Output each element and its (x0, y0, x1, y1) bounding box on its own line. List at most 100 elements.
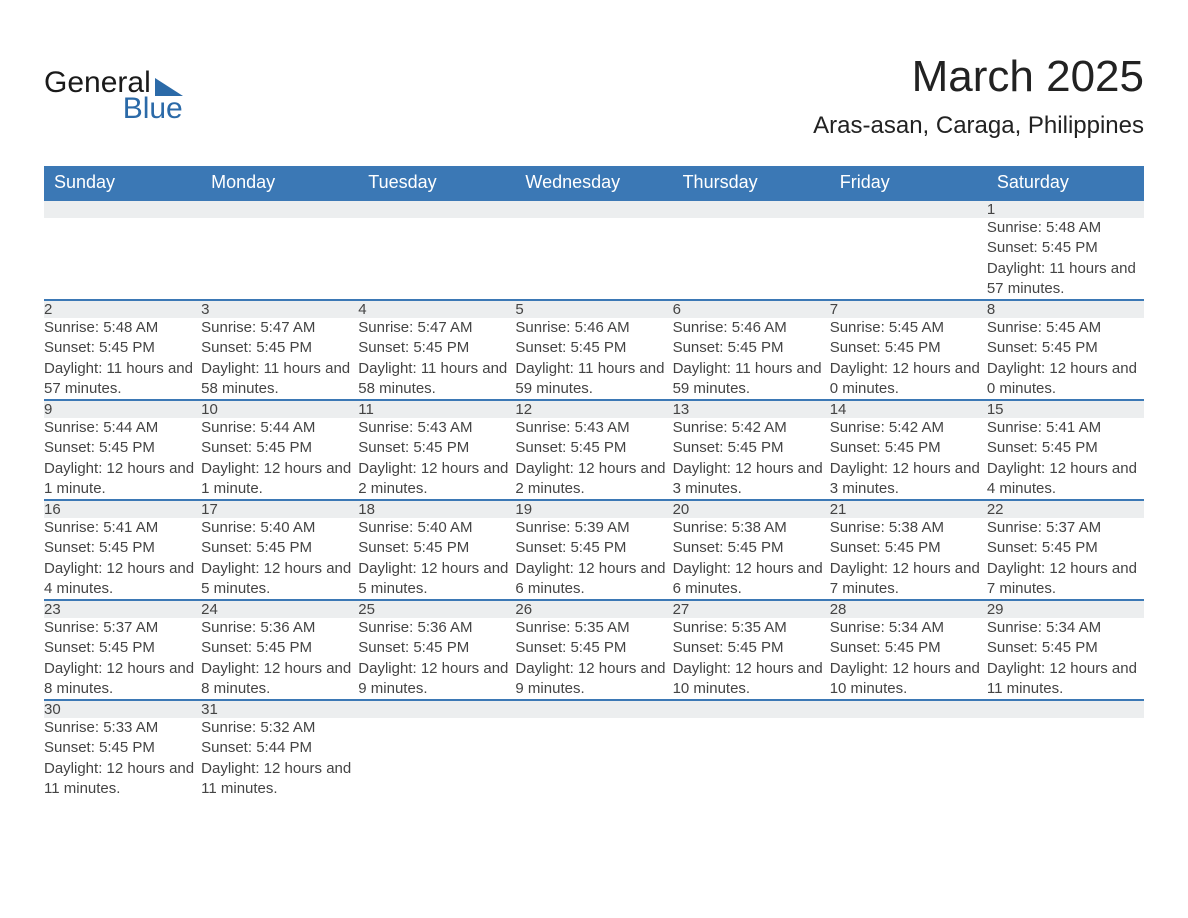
daylight-line-label: Daylight: (358, 460, 421, 477)
day-info-cell: Sunrise: 5:47 AMSunset: 5:45 PMDaylight:… (358, 318, 515, 400)
sunset-line: Sunset: 5:45 PM (673, 538, 830, 558)
sunrise-line: Sunrise: 5:43 AM (515, 418, 672, 438)
day-info-cell: Sunrise: 5:46 AMSunset: 5:45 PMDaylight:… (673, 318, 830, 400)
sunset-line-value: 5:45 PM (885, 339, 941, 356)
day-info-cell (987, 718, 1144, 799)
sunrise-line: Sunrise: 5:35 AM (673, 618, 830, 638)
sunrise-line-label: Sunrise: (201, 519, 260, 536)
sunset-line-label: Sunset: (358, 339, 413, 356)
daylight-line: Daylight: 12 hours and 11 minutes. (987, 659, 1144, 700)
sunset-line-value: 5:45 PM (1042, 239, 1098, 256)
sunset-line-label: Sunset: (987, 539, 1042, 556)
daylight-line: Daylight: 12 hours and 0 minutes. (987, 359, 1144, 400)
day-info-cell: Sunrise: 5:43 AMSunset: 5:45 PMDaylight:… (358, 418, 515, 500)
sunset-line-value: 5:45 PM (99, 639, 155, 656)
sunset-line-label: Sunset: (673, 439, 728, 456)
day-number-cell (44, 200, 201, 218)
day-number-cell: 25 (358, 600, 515, 618)
sunrise-line: Sunrise: 5:36 AM (201, 618, 358, 638)
day-number-cell: 27 (673, 600, 830, 618)
day-number-cell: 13 (673, 400, 830, 418)
sunset-line-label: Sunset: (673, 539, 728, 556)
day-info-cell: Sunrise: 5:42 AMSunset: 5:45 PMDaylight:… (830, 418, 987, 500)
sunrise-line: Sunrise: 5:35 AM (515, 618, 672, 638)
sunset-line: Sunset: 5:45 PM (830, 438, 987, 458)
sunset-line-value: 5:45 PM (885, 639, 941, 656)
sunrise-line-label: Sunrise: (987, 219, 1046, 236)
sunrise-line-value: 5:45 AM (1046, 319, 1101, 336)
sunrise-line-value: 5:41 AM (1046, 419, 1101, 436)
sunset-line-label: Sunset: (515, 439, 570, 456)
sunrise-line-value: 5:37 AM (1046, 519, 1101, 536)
sunrise-line-value: 5:34 AM (889, 619, 944, 636)
sunset-line: Sunset: 5:45 PM (987, 538, 1144, 558)
sunrise-line-label: Sunrise: (44, 319, 103, 336)
day-number-cell (673, 200, 830, 218)
daylight-line-label: Daylight: (515, 360, 578, 377)
daylight-line-label: Daylight: (358, 360, 421, 377)
daylight-line: Daylight: 12 hours and 3 minutes. (830, 459, 987, 500)
month-title: March 2025 (813, 52, 1144, 102)
sunset-line-value: 5:45 PM (570, 439, 626, 456)
sunset-line-value: 5:45 PM (885, 439, 941, 456)
week-info-row: Sunrise: 5:37 AMSunset: 5:45 PMDaylight:… (44, 618, 1144, 700)
sunset-line: Sunset: 5:45 PM (830, 538, 987, 558)
day-number-cell: 31 (201, 700, 358, 718)
day-number-cell: 12 (515, 400, 672, 418)
sunset-line: Sunset: 5:45 PM (44, 338, 201, 358)
sunrise-line: Sunrise: 5:40 AM (201, 518, 358, 538)
sunrise-line: Sunrise: 5:38 AM (830, 518, 987, 538)
day-number-cell (358, 700, 515, 718)
sunset-line: Sunset: 5:45 PM (673, 438, 830, 458)
location-subtitle: Aras-asan, Caraga, Philippines (813, 112, 1144, 140)
sunset-line-label: Sunset: (987, 639, 1042, 656)
sunrise-line-label: Sunrise: (201, 619, 260, 636)
sunrise-line-label: Sunrise: (987, 619, 1046, 636)
week-daynum-row: 1 (44, 200, 1144, 218)
sunrise-line: Sunrise: 5:45 AM (830, 318, 987, 338)
sunrise-line-label: Sunrise: (515, 319, 574, 336)
sunset-line-value: 5:45 PM (413, 439, 469, 456)
sunrise-line-label: Sunrise: (987, 519, 1046, 536)
sunrise-line-label: Sunrise: (830, 619, 889, 636)
day-info-cell (830, 218, 987, 300)
day-number-cell: 23 (44, 600, 201, 618)
day-info-cell: Sunrise: 5:42 AMSunset: 5:45 PMDaylight:… (673, 418, 830, 500)
day-number-cell: 30 (44, 700, 201, 718)
daylight-line: Daylight: 12 hours and 6 minutes. (673, 559, 830, 600)
day-info-cell: Sunrise: 5:41 AMSunset: 5:45 PMDaylight:… (987, 418, 1144, 500)
day-number-cell: 22 (987, 500, 1144, 518)
sunset-line-label: Sunset: (44, 539, 99, 556)
sunset-line-value: 5:44 PM (256, 739, 312, 756)
sunrise-line-value: 5:42 AM (889, 419, 944, 436)
sunrise-line-value: 5:39 AM (575, 519, 630, 536)
sunrise-line: Sunrise: 5:44 AM (44, 418, 201, 438)
sunset-line-label: Sunset: (673, 339, 728, 356)
day-info-cell: Sunrise: 5:40 AMSunset: 5:45 PMDaylight:… (201, 518, 358, 600)
header-block: General Blue March 2025 Aras-asan, Carag… (44, 40, 1144, 148)
day-number-cell (673, 700, 830, 718)
sunset-line: Sunset: 5:45 PM (987, 638, 1144, 658)
daylight-line: Daylight: 12 hours and 9 minutes. (358, 659, 515, 700)
day-number-cell: 1 (987, 200, 1144, 218)
sunset-line-label: Sunset: (358, 639, 413, 656)
sunrise-line-value: 5:44 AM (103, 419, 158, 436)
day-info-cell: Sunrise: 5:34 AMSunset: 5:45 PMDaylight:… (987, 618, 1144, 700)
sunrise-line-value: 5:47 AM (260, 319, 315, 336)
day-number-cell (515, 200, 672, 218)
sunset-line-value: 5:45 PM (99, 439, 155, 456)
weekday-header: Tuesday (358, 166, 515, 200)
day-number-cell: 29 (987, 600, 1144, 618)
sunrise-line-label: Sunrise: (44, 619, 103, 636)
sunset-line: Sunset: 5:45 PM (201, 438, 358, 458)
sunrise-line-value: 5:33 AM (103, 719, 158, 736)
sunrise-line: Sunrise: 5:41 AM (987, 418, 1144, 438)
sunrise-line-value: 5:44 AM (260, 419, 315, 436)
daylight-line: Daylight: 12 hours and 2 minutes. (515, 459, 672, 500)
daylight-line-label: Daylight: (673, 360, 736, 377)
sunrise-line: Sunrise: 5:32 AM (201, 718, 358, 738)
weekday-header: Monday (201, 166, 358, 200)
daylight-line: Daylight: 12 hours and 7 minutes. (830, 559, 987, 600)
daylight-line-label: Daylight: (44, 760, 107, 777)
daylight-line-label: Daylight: (201, 660, 264, 677)
